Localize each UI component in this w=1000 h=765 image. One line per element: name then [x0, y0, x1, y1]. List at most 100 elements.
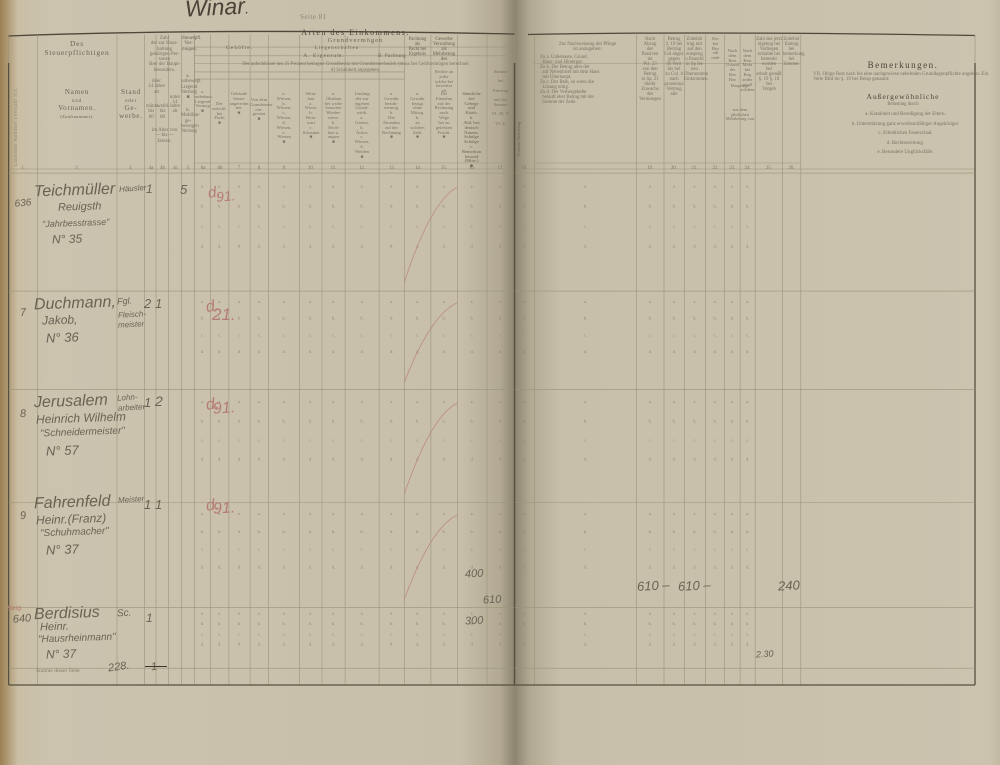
svg-text:c.: c. [443, 547, 446, 552]
svg-text:c.: c. [694, 332, 697, 337]
svg-text:c.: c. [443, 223, 446, 228]
svg-text:b.: b. [693, 203, 696, 208]
svg-text:d.: d. [282, 243, 285, 248]
svg-text:b.: b. [746, 418, 749, 423]
svg-text:a.: a. [499, 183, 502, 188]
svg-text:c.: c. [649, 223, 652, 228]
svg-text:d.: d. [332, 565, 335, 570]
svg-text:c.: c. [283, 631, 286, 636]
svg-text:c.: c. [584, 223, 587, 228]
svg-text:a.: a. [714, 611, 717, 616]
svg-text:c.: c. [238, 438, 241, 443]
svg-text:b.: b. [360, 418, 363, 423]
svg-text:b.: b. [499, 316, 502, 321]
svg-text:b.: b. [238, 621, 241, 626]
svg-text:c.: c. [332, 547, 335, 552]
svg-text:b.: b. [416, 316, 419, 321]
svg-text:a.: a. [443, 399, 446, 404]
svg-text:d.: d. [713, 642, 716, 647]
svg-text:b.: b. [470, 418, 473, 423]
svg-text:d.: d. [390, 565, 393, 570]
svg-text:c.: c. [746, 332, 749, 337]
svg-text:a.: a. [258, 611, 261, 616]
svg-text:a.: a. [443, 511, 446, 516]
svg-text:b.: b. [238, 418, 241, 423]
svg-text:c.: c. [416, 438, 419, 443]
svg-text:d.: d. [673, 243, 676, 248]
svg-text:a.: a. [471, 183, 474, 188]
svg-text:d.: d. [470, 642, 473, 647]
svg-text:a.: a. [499, 611, 502, 616]
svg-text:d.: d. [360, 457, 363, 462]
svg-text:a.: a. [283, 511, 286, 516]
svg-text:d.: d. [584, 565, 587, 570]
svg-text:d.: d. [332, 642, 335, 647]
svg-text:d.: d. [584, 349, 587, 354]
svg-text:c.: c. [361, 547, 364, 552]
svg-text:a.: a. [238, 511, 241, 516]
svg-text:c.: c. [731, 438, 734, 443]
svg-text:d.: d. [238, 243, 241, 248]
svg-text:c.: c. [584, 547, 587, 552]
svg-text:a.: a. [390, 399, 393, 404]
svg-text:c.: c. [201, 631, 204, 636]
svg-text:d.: d. [693, 243, 696, 248]
svg-text:b.: b. [746, 203, 749, 208]
svg-text:d.: d. [746, 457, 749, 462]
svg-text:b.: b. [332, 621, 335, 626]
svg-text:a.: a. [283, 399, 286, 404]
svg-text:b.: b. [442, 621, 445, 626]
svg-text:a.: a. [332, 511, 335, 516]
svg-text:d.: d. [238, 457, 241, 462]
svg-text:b.: b. [499, 621, 502, 626]
svg-text:b.: b. [238, 529, 241, 534]
svg-text:d.: d. [258, 642, 261, 647]
svg-text:c.: c. [390, 332, 393, 337]
svg-text:c.: c. [731, 547, 734, 552]
svg-text:b.: b. [713, 621, 716, 626]
svg-text:d.: d. [470, 457, 473, 462]
svg-text:d.: d. [499, 565, 502, 570]
svg-text:c.: c. [471, 332, 474, 337]
svg-text:b.: b. [258, 203, 261, 208]
svg-text:d.: d. [731, 457, 734, 462]
svg-text:a.: a. [694, 399, 697, 404]
svg-text:c.: c. [673, 547, 676, 552]
svg-text:d.: d. [201, 243, 204, 248]
svg-text:d.: d. [442, 642, 445, 647]
svg-text:c.: c. [731, 631, 734, 636]
svg-text:c.: c. [471, 547, 474, 552]
svg-text:c.: c. [416, 547, 419, 552]
svg-text:a.: a. [649, 299, 652, 304]
svg-text:b.: b. [309, 621, 312, 626]
svg-text:d.: d. [309, 243, 312, 248]
svg-text:a.: a. [649, 611, 652, 616]
svg-text:d.: d. [584, 642, 587, 647]
svg-text:a.: a. [673, 611, 676, 616]
svg-text:d.: d. [731, 243, 734, 248]
svg-text:d.: d. [746, 349, 749, 354]
svg-text:d.: d. [238, 349, 241, 354]
svg-text:b.: b. [713, 203, 716, 208]
svg-text:b.: b. [470, 203, 473, 208]
svg-text:b.: b. [332, 203, 335, 208]
svg-text:b.: b. [693, 529, 696, 534]
svg-text:c.: c. [714, 631, 717, 636]
svg-text:b.: b. [713, 529, 716, 534]
svg-text:a.: a. [361, 183, 364, 188]
svg-text:b.: b. [332, 316, 335, 321]
svg-text:a.: a. [309, 399, 312, 404]
svg-text:c.: c. [731, 332, 734, 337]
svg-text:a.: a. [332, 399, 335, 404]
svg-text:c.: c. [471, 223, 474, 228]
svg-text:a.: a. [238, 299, 241, 304]
svg-text:a.: a. [361, 299, 364, 304]
svg-text:d.: d. [442, 243, 445, 248]
svg-text:d.: d. [523, 457, 526, 462]
svg-text:d.: d. [523, 642, 526, 647]
svg-text:c.: c. [499, 332, 502, 337]
svg-text:d.: d. [258, 565, 261, 570]
svg-text:c.: c. [714, 332, 717, 337]
svg-text:c.: c. [258, 438, 261, 443]
svg-text:b.: b. [390, 203, 393, 208]
